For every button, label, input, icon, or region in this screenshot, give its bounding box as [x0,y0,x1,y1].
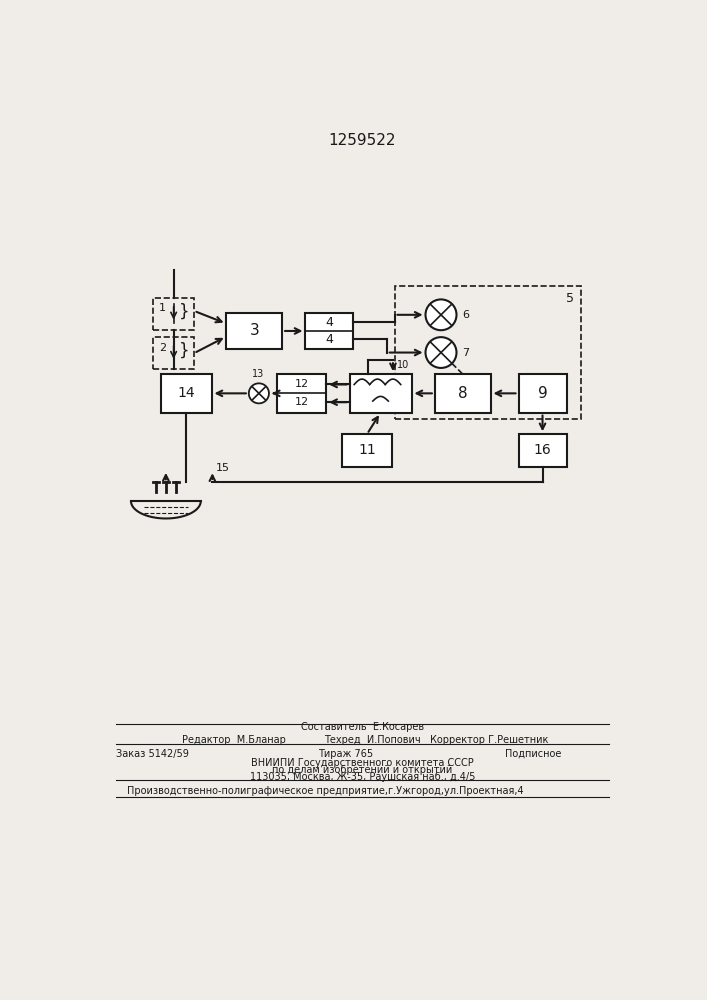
Text: Заказ 5142/59: Заказ 5142/59 [116,749,189,759]
Text: }: } [179,303,189,321]
Text: по делам изобретений и открытий: по делам изобретений и открытий [272,765,452,775]
Text: ВНИИПИ Государственного комитета СССР: ВНИИПИ Государственного комитета СССР [251,758,474,768]
Text: Редактор  М.Бланар: Редактор М.Бланар [182,735,286,745]
Text: 2: 2 [159,343,166,353]
Text: 7: 7 [462,348,469,358]
Text: 9: 9 [537,386,547,401]
Bar [161,374,211,413]
Text: 12: 12 [295,397,309,407]
Text: 4: 4 [325,316,333,329]
Bar [226,312,282,349]
Text: 14: 14 [177,386,195,400]
Text: 3: 3 [250,323,259,338]
Text: 13: 13 [252,369,264,379]
Text: Составитель  Е.Косарев: Составитель Е.Косарев [300,722,424,732]
Bar [518,374,566,413]
Text: 6: 6 [462,310,469,320]
Bar [341,434,392,466]
Circle shape [249,383,269,403]
Text: Производственно-полиграфическое предприятие,г.Ужгород,ул.Проектная,4: Производственно-полиграфическое предприя… [127,786,523,796]
Bar [277,374,327,413]
Text: Подписное: Подписное [505,749,561,759]
Bar [435,374,491,413]
Text: 12: 12 [295,379,309,389]
Bar [518,434,566,466]
Text: 113035, Москва, Ж-35, Раушская наб., д.4/5: 113035, Москва, Ж-35, Раушская наб., д.4… [250,772,475,782]
Text: Техред  И.Попович   Корректор Г.Решетник: Техред И.Попович Корректор Г.Решетник [324,735,549,745]
Circle shape [426,299,457,330]
Text: 5: 5 [566,292,574,305]
Text: 16: 16 [534,443,551,457]
Bar [153,298,194,330]
Text: Тираж 765: Тираж 765 [318,749,373,759]
Text: 1: 1 [159,303,166,313]
Bar [395,286,580,419]
Bar [349,374,411,413]
Bar [153,337,194,369]
Text: 1259522: 1259522 [329,133,396,148]
Text: 4: 4 [325,333,333,346]
Circle shape [426,337,457,368]
Bar [305,312,354,349]
Text: 11: 11 [358,443,376,457]
Text: 10: 10 [397,360,409,370]
Text: 8: 8 [458,386,467,401]
Text: 15: 15 [216,463,230,473]
Text: }: } [179,342,189,360]
